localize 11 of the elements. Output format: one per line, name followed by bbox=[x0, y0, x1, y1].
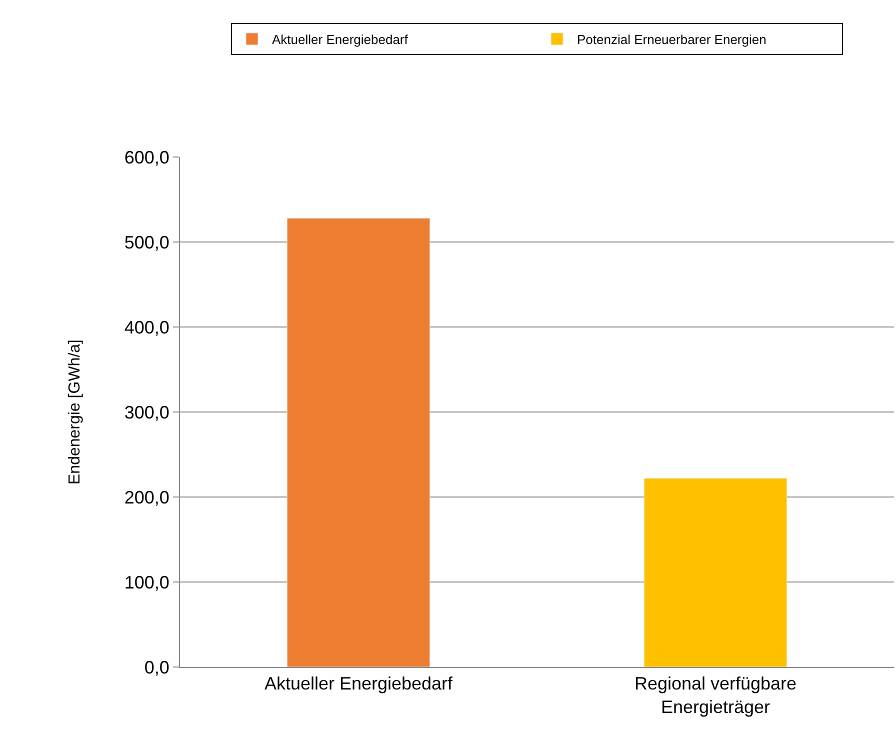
y-tick-label: 400,0 bbox=[124, 317, 170, 338]
y-tick-label: 200,0 bbox=[124, 487, 170, 508]
y-axis-title: Endenergie [GWh/a] bbox=[66, 340, 84, 484]
y-tick-label: 0,0 bbox=[144, 657, 170, 678]
legend-label: Potenzial Erneuerbarer Energien bbox=[577, 32, 766, 48]
y-tick-label: 600,0 bbox=[124, 147, 170, 168]
y-tick-label: 500,0 bbox=[124, 232, 170, 252]
y-tick-label: 100,0 bbox=[124, 572, 170, 592]
legend-label: Aktueller Energiebedarf bbox=[272, 32, 408, 48]
x-tick-label: Regional verfügbare Energieträger bbox=[634, 674, 797, 717]
y-tick-label: 300,0 bbox=[124, 402, 170, 422]
